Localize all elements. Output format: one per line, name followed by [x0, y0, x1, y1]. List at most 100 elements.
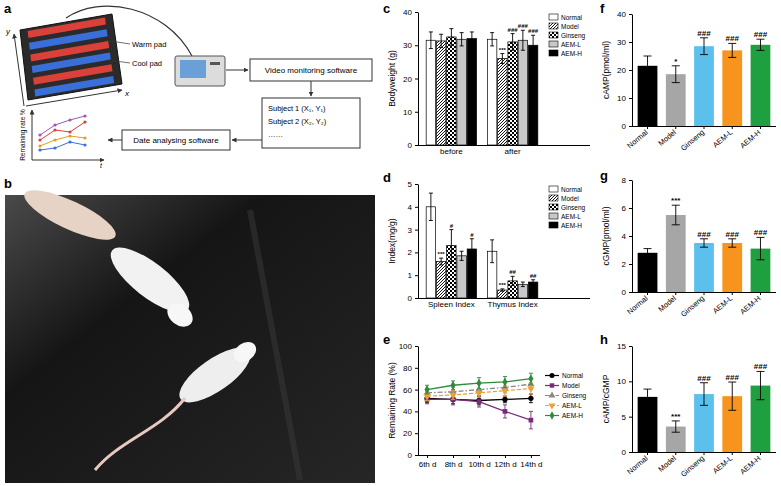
error-cap: [672, 224, 680, 225]
chart: 020406080100Remaining Rate (%)6th d8th d…: [387, 342, 587, 469]
error-cap: [521, 30, 525, 31]
panel-label: b: [4, 176, 12, 191]
x-tick-mark: [647, 126, 648, 129]
x-tick: after: [505, 145, 521, 156]
error-bar: [521, 282, 525, 287]
y-tick: 0: [622, 288, 632, 297]
platform: [20, 14, 122, 100]
error-line: [675, 421, 676, 432]
y-tick-mark: [629, 98, 632, 99]
point: [502, 378, 507, 387]
error-cap: [728, 247, 736, 248]
error-cap: [531, 284, 535, 285]
error-bar: [700, 38, 708, 55]
error-cap: [700, 247, 708, 248]
bar: [426, 207, 435, 298]
y-axis-title: cGMP(pmol/ml): [601, 206, 611, 265]
x-tick: AEM-H: [738, 126, 762, 150]
error-cap: [449, 28, 453, 29]
legend-swatch: [549, 23, 558, 29]
error-cap: [425, 403, 429, 404]
legend-label: AEM-L: [561, 41, 581, 48]
significance-label: *: [674, 57, 678, 66]
sketch-point: [53, 123, 56, 126]
bar: [518, 40, 527, 145]
error-line: [760, 237, 761, 259]
subject-label: ……: [268, 130, 283, 139]
error-line: [647, 389, 648, 405]
error-bar: [477, 396, 481, 407]
mouse-head: [230, 338, 260, 367]
error-cap: [511, 285, 515, 286]
x-tick-label: AEM-L: [711, 294, 734, 316]
reflection: [250, 210, 300, 480]
error-bar: [531, 35, 535, 55]
y-tick-label: 20: [403, 429, 412, 438]
y-tick: 6: [622, 204, 632, 213]
legend-item: AEM-L: [549, 41, 581, 48]
plot-axis: [32, 160, 104, 161]
x-axis: NormalModelGinsengAEM-LAEM-H: [625, 452, 776, 479]
sketch-point: [83, 120, 86, 123]
error-cap: [511, 33, 515, 34]
y-tick-mark: [415, 455, 418, 456]
error-cap: [644, 56, 652, 57]
point: [529, 418, 534, 423]
error-bar: [425, 385, 429, 394]
x-tick: Ginseng: [679, 452, 706, 479]
error-line: [492, 240, 493, 263]
y-tick: 30: [403, 41, 418, 50]
legend-swatch: [549, 32, 558, 38]
error-cap: [529, 384, 533, 385]
bar: [467, 39, 476, 145]
point: [501, 389, 508, 395]
error-line: [461, 33, 462, 46]
x-tick-mark: [760, 126, 761, 129]
y-tick-mark: [629, 208, 632, 209]
y-tick: 20: [617, 66, 632, 75]
x-tick-mark: [479, 455, 480, 458]
bar: [436, 262, 445, 298]
error-cap: [521, 50, 525, 51]
point: [502, 397, 507, 402]
y-tick-mark: [415, 45, 418, 46]
significance-label: ***: [438, 251, 446, 257]
error-cap: [477, 407, 481, 408]
error-cap: [460, 251, 464, 252]
error-cap: [439, 34, 443, 35]
x-tick: AEM-H: [738, 452, 762, 476]
legend-swatch: [549, 213, 558, 219]
error-line: [704, 38, 705, 55]
sketch-point: [68, 134, 71, 137]
analysis-box: [122, 130, 230, 150]
legend-item: Normal: [545, 372, 584, 379]
leader-line: [104, 40, 130, 44]
y-tick-mark: [629, 292, 632, 293]
x-tick: before: [440, 145, 463, 156]
panel-label: c: [383, 1, 390, 16]
pad-label: Cool pad: [132, 59, 162, 68]
significance-label: ***: [499, 47, 507, 53]
error-cap: [521, 282, 525, 283]
x-tick-label: Normal: [625, 454, 650, 477]
error-bar: [756, 371, 764, 399]
y-tick-mark: [415, 433, 418, 434]
error-cap: [439, 47, 443, 48]
y-tick-label: 40: [403, 8, 412, 17]
photo-background: [5, 195, 375, 483]
legend-label: Model: [561, 195, 579, 202]
legend-item: Ginseng: [545, 392, 587, 400]
x-tick-mark: [732, 126, 733, 129]
plot-marks: [638, 205, 771, 292]
error-cap: [451, 390, 455, 391]
mouse-head: [163, 299, 197, 332]
point: [527, 386, 534, 392]
axis-arrow: [26, 90, 122, 106]
point: [425, 385, 430, 394]
bar: [638, 397, 658, 452]
y-axis-title: Bodyweight (g): [387, 50, 397, 107]
x-tick-label: Ginseng: [679, 454, 706, 479]
error-cap: [529, 402, 533, 403]
significance-label: ***: [671, 412, 681, 421]
x-tick: Model: [656, 126, 678, 148]
